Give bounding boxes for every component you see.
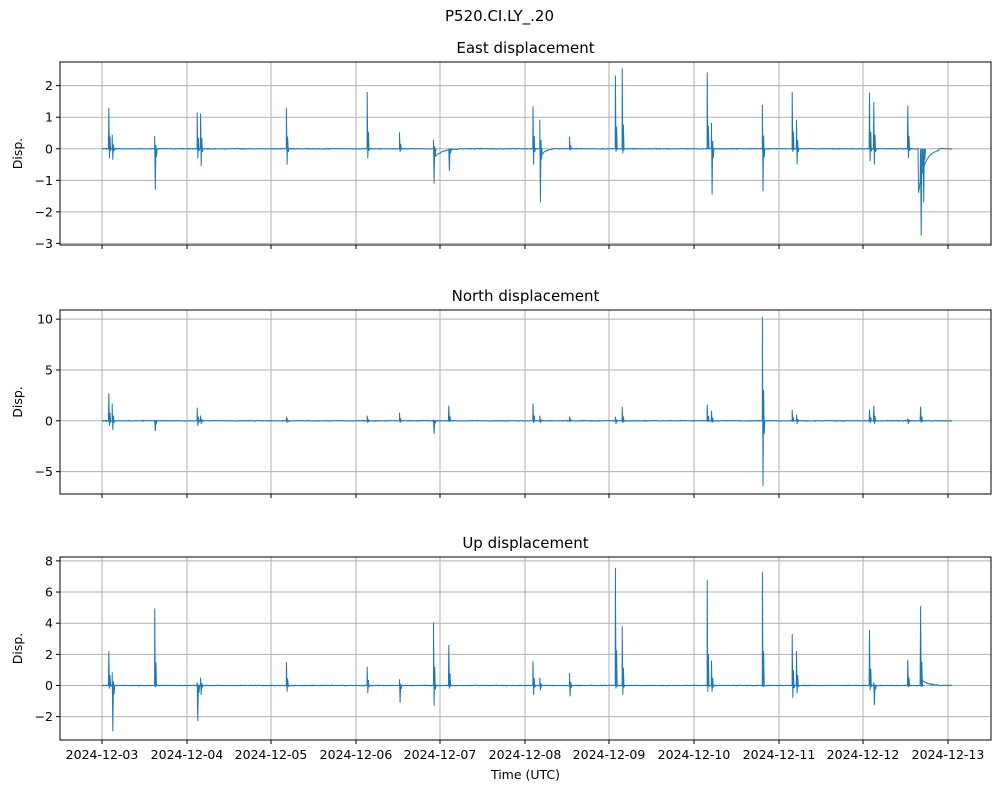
panel-up: −2 0 2 4 6 8 2024-12-03 2024-12-04 2024-12-05 202… bbox=[10, 534, 992, 782]
panel-east: −3 −2 −1 0 1 2 East displacement Disp. bbox=[10, 39, 992, 251]
axes-frame bbox=[59, 61, 992, 246]
y-tick-label: 2 bbox=[45, 647, 53, 662]
y-axis-label: Disp. bbox=[10, 633, 25, 665]
x-tick-label: 2024-12-12 bbox=[827, 747, 900, 762]
x-tick-label: 2024-12-05 bbox=[235, 747, 308, 762]
figure-title: P520.CI.LY_.20 bbox=[445, 7, 554, 25]
x-tick-label: 2024-12-10 bbox=[658, 747, 731, 762]
series-line-east bbox=[101, 68, 953, 236]
y-axis-label: Disp. bbox=[10, 386, 25, 418]
series-line-north bbox=[101, 317, 953, 486]
y-tick-label: 8 bbox=[45, 553, 53, 568]
x-tick-label: 2024-12-13 bbox=[912, 747, 985, 762]
x-tick-label: 2024-12-03 bbox=[66, 747, 139, 762]
x-tick-label: 2024-12-09 bbox=[573, 747, 646, 762]
panel-title: North displacement bbox=[452, 287, 600, 305]
series-line-up bbox=[101, 567, 953, 732]
x-tick-label: 2024-12-11 bbox=[743, 747, 816, 762]
y-tick-label: −3 bbox=[35, 236, 53, 251]
x-tick-label: 2024-12-06 bbox=[320, 747, 393, 762]
y-tick-label: 5 bbox=[45, 362, 53, 377]
panel-title: Up displacement bbox=[462, 534, 588, 552]
y-tick-label: −2 bbox=[35, 204, 53, 219]
panel-title: East displacement bbox=[456, 39, 594, 57]
y-tick-label: 0 bbox=[45, 413, 53, 428]
y-tick-label: −5 bbox=[35, 464, 53, 479]
y-tick-label: −1 bbox=[35, 173, 53, 188]
y-tick-label: 0 bbox=[45, 141, 53, 156]
x-tick-label: 2024-12-08 bbox=[489, 747, 562, 762]
y-axis-label: Disp. bbox=[10, 138, 25, 170]
axes-frame bbox=[59, 309, 992, 495]
x-axis-label: Time (UTC) bbox=[490, 767, 560, 782]
x-tick-label: 2024-12-04 bbox=[151, 747, 224, 762]
x-tick-label: 2024-12-07 bbox=[404, 747, 477, 762]
y-tick-label: 2 bbox=[45, 78, 53, 93]
y-tick-label: 6 bbox=[45, 585, 53, 600]
y-tick-label: 10 bbox=[37, 312, 53, 327]
y-tick-label: 4 bbox=[45, 616, 53, 631]
panel-north: −5 0 5 10 North displacement Disp. bbox=[10, 287, 992, 498]
y-tick-label: 0 bbox=[45, 678, 53, 693]
y-tick-label: −2 bbox=[35, 709, 53, 724]
y-tick-label: 1 bbox=[45, 110, 53, 125]
axes-frame bbox=[59, 556, 992, 741]
